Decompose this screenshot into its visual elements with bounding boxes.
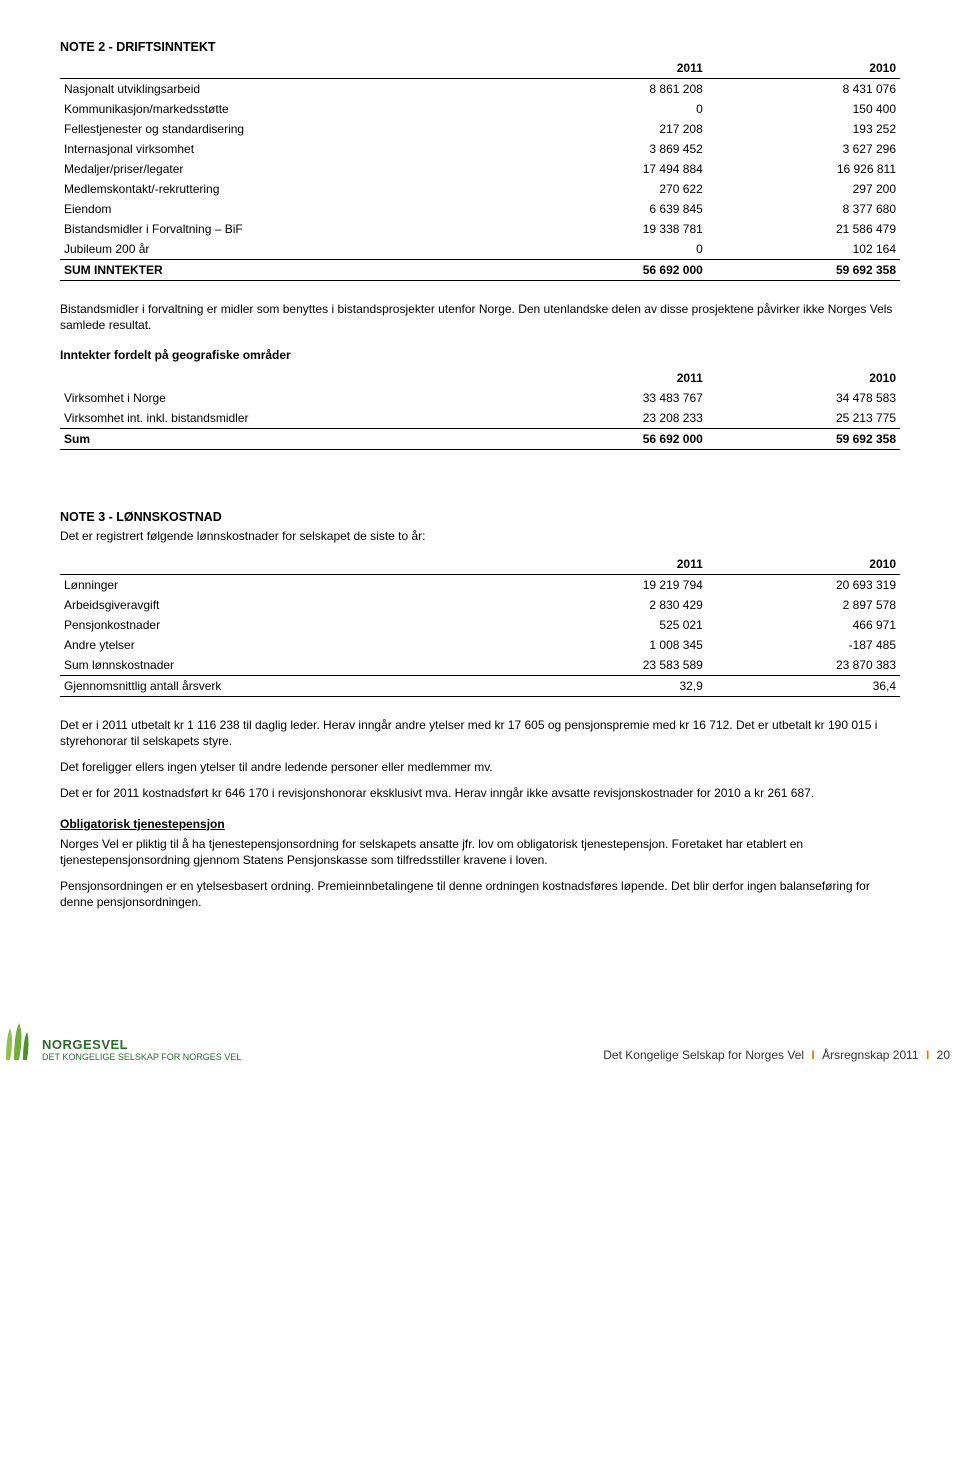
table-row-label: Virksomhet i Norge [60,388,522,408]
table-cell: 16 926 811 [707,159,900,179]
table-row-label: Medaljer/priser/legater [60,159,522,179]
note3-year1: 2011 [522,554,707,575]
table-cell: 23 208 233 [522,408,707,429]
table-cell: 20 693 319 [707,574,900,595]
note3-intro: Det er registrert følgende lønnskostnade… [60,528,900,544]
table-row-label: Lønninger [60,574,522,595]
table-cell: 21 586 479 [707,219,900,239]
note2-sum-v1: 56 692 000 [522,260,707,281]
table-row-label: Arbeidsgiveravgift [60,595,522,615]
table-cell: 23 870 383 [707,655,900,676]
table-cell: 297 200 [707,179,900,199]
note3-pension1: Norges Vel er pliktig til å ha tjenestep… [60,836,900,868]
logo-big: NORGESVEL [42,1038,241,1052]
note3-p3: Det er for 2011 kostnadsført kr 646 170 … [60,785,900,801]
logo-small: DET KONGELIGE SELSKAP FOR NORGES VEL [42,1053,241,1063]
note2-geo-sum-label: Sum [60,428,522,449]
table-cell: 8 377 680 [707,199,900,219]
table-row-label: Bistandsmidler i Forvaltning – BiF [60,219,522,239]
table-cell: 8 431 076 [707,79,900,100]
table-cell: 36,4 [707,675,900,696]
table-row-label: Fellestjenester og standardisering [60,119,522,139]
table-cell: 8 861 208 [522,79,707,100]
table-cell: 2 830 429 [522,595,707,615]
footer-org: Det Kongelige Selskap for Norges Vel [603,1048,804,1062]
table-cell: 217 208 [522,119,707,139]
table-cell: 33 483 767 [522,388,707,408]
table-cell: 17 494 884 [522,159,707,179]
note3-title: NOTE 3 - LØNNSKOSTNAD [60,510,900,524]
table-cell: 34 478 583 [707,388,900,408]
footer-text: Det Kongelige Selskap for Norges Vel I Å… [603,1048,950,1062]
table-cell: 1 008 345 [522,635,707,655]
note2-geo-year2: 2010 [707,368,900,388]
table-cell: 32,9 [522,675,707,696]
table-cell: 19 219 794 [522,574,707,595]
table-cell: 150 400 [707,99,900,119]
table-cell: 3 627 296 [707,139,900,159]
note2-year1: 2011 [522,58,707,79]
table-cell: 0 [522,239,707,260]
note3-p1: Det er i 2011 utbetalt kr 1 116 238 til … [60,717,900,749]
note2-geo-sum-v1: 56 692 000 [522,428,707,449]
table-row-label: Andre ytelser [60,635,522,655]
table-cell: 193 252 [707,119,900,139]
table-row-label: Medlemskontakt/-rekruttering [60,179,522,199]
table-cell: 25 213 775 [707,408,900,429]
table-row-label: Sum lønnskostnader [60,655,522,676]
table-row-label: Jubileum 200 år [60,239,522,260]
table-row-label: Nasjonalt utviklingsarbeid [60,79,522,100]
table-cell: 2 897 578 [707,595,900,615]
table-row-label: Internasjonal virksomhet [60,139,522,159]
table-cell: -187 485 [707,635,900,655]
note3-table: 2011 2010 Lønninger 19 219 794 20 693 31… [60,554,900,697]
table-row-label: Eiendom [60,199,522,219]
table-cell: 6 639 845 [522,199,707,219]
note2-year2: 2010 [707,58,900,79]
table-cell: 270 622 [522,179,707,199]
footer-doc: Årsregnskap 2011 [822,1048,919,1062]
note2-title: NOTE 2 - DRIFTSINNTEKT [60,40,900,54]
note2-paragraph: Bistandsmidler i forvaltning er midler s… [60,301,900,333]
table-row-label: Kommunikasjon/markedsstøtte [60,99,522,119]
table-cell: 0 [522,99,707,119]
note2-geo-table: 2011 2010 Virksomhet i Norge 33 483 767 … [60,368,900,450]
leaf-icon [0,1020,34,1062]
table-row-label: Gjennomsnittlig antall årsverk [60,675,522,696]
table-cell: 19 338 781 [522,219,707,239]
note2-sum-v2: 59 692 358 [707,260,900,281]
note2-geo-year1: 2011 [522,368,707,388]
note3-p2: Det foreligger ellers ingen ytelser til … [60,759,900,775]
note3-year2: 2010 [707,554,900,575]
divider-icon: I [922,1048,933,1062]
footer-page: 20 [937,1048,950,1062]
divider-icon: I [807,1048,818,1062]
table-cell: 466 971 [707,615,900,635]
logo: NORGESVEL DET KONGELIGE SELSKAP FOR NORG… [0,1020,241,1062]
table-cell: 525 021 [522,615,707,635]
table-row-label: Pensjonkostnader [60,615,522,635]
note2-geo-title: Inntekter fordelt på geografiske områder [60,347,900,363]
table-row-label: Virksomhet int. inkl. bistandsmidler [60,408,522,429]
table-cell: 102 164 [707,239,900,260]
table-cell: 3 869 452 [522,139,707,159]
note3-pension-hd: Obligatorisk tjenestepensjon [60,816,900,832]
note3-pension2: Pensjonsordningen er en ytelsesbasert or… [60,878,900,910]
note2-geo-sum-v2: 59 692 358 [707,428,900,449]
note2-table: 2011 2010 Nasjonalt utviklingsarbeid 8 8… [60,58,900,281]
note2-sum-label: SUM INNTEKTER [60,260,522,281]
table-cell: 23 583 589 [522,655,707,676]
